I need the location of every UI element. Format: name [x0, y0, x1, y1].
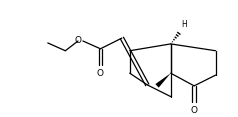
Polygon shape	[155, 73, 171, 88]
Text: O: O	[191, 106, 198, 115]
Text: O: O	[97, 69, 104, 78]
Text: O: O	[75, 35, 82, 44]
Text: H: H	[181, 20, 187, 29]
